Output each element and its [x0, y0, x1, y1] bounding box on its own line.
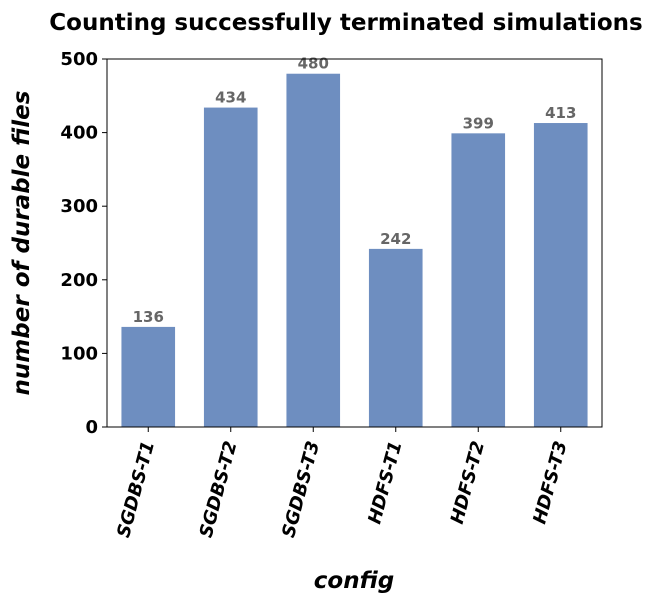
x-tick-label-sgdbs-t2: SGDBS-T2 — [196, 439, 242, 540]
y-tick-label: 0 — [85, 417, 98, 438]
y-tick-label: 400 — [60, 123, 98, 144]
value-label-sgdbs-t1: 136 — [133, 308, 164, 326]
y-tick-label: 300 — [60, 196, 98, 217]
plot-area: 136 SGDBS-T1 434 SGDBS-T2 480 SGDBS-T3 242 HDFS… — [60, 49, 603, 540]
chart-title: Counting successfully terminated simulat… — [49, 10, 642, 36]
bar-sgdbs-t2 — [203, 107, 258, 428]
plot-frame — [106, 58, 603, 428]
bar-hdfs-t2 — [451, 133, 506, 427]
y-tick-label: 500 — [60, 49, 98, 70]
value-label-hdfs-t1: 242 — [380, 230, 411, 248]
x-tick-label-hdfs-t1: HDFS-T1 — [364, 439, 406, 526]
bar-hdfs-t3 — [533, 123, 588, 428]
x-axis-label: config — [314, 568, 394, 594]
x-tick-label-sgdbs-t1: SGDBS-T1 — [113, 439, 159, 540]
value-label-hdfs-t2: 399 — [463, 114, 494, 132]
x-tick-label-hdfs-t2: HDFS-T2 — [447, 439, 489, 526]
bar-hdfs-t1 — [368, 248, 423, 427]
value-label-sgdbs-t3: 480 — [298, 55, 329, 73]
bar-sgdbs-t3 — [286, 73, 341, 427]
bar-sgdbs-t1 — [121, 326, 176, 427]
value-label-sgdbs-t2: 434 — [215, 89, 246, 107]
y-axis-label: number of durable files — [9, 91, 35, 396]
x-tick-label-hdfs-t3: HDFS-T3 — [529, 439, 571, 526]
value-label-hdfs-t3: 413 — [545, 104, 576, 122]
y-tick-label: 100 — [60, 343, 98, 364]
x-tick-label-sgdbs-t3: SGDBS-T3 — [278, 439, 324, 540]
y-tick-label: 200 — [60, 270, 98, 291]
